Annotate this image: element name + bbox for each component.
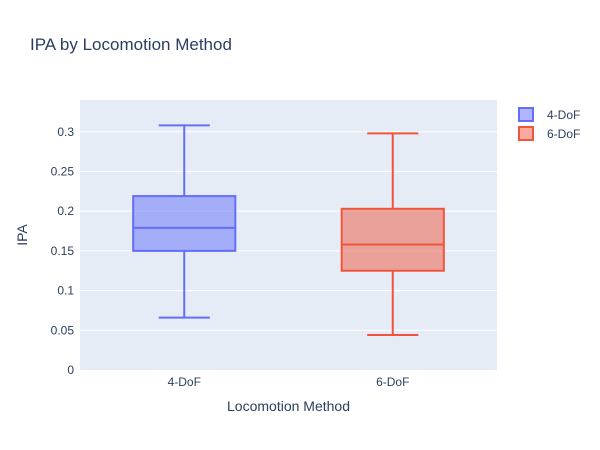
iqr-box[interactable]	[340, 207, 445, 272]
y-tick-label: 0.3	[57, 125, 74, 139]
box-group[interactable]	[132, 124, 237, 319]
y-tick-label: 0	[67, 363, 74, 377]
legend-swatch	[518, 107, 534, 122]
chart-title: IPA by Locomotion Method	[30, 35, 232, 54]
y-tick-label: 0.2	[57, 204, 74, 218]
y-tick-label: 0.1	[57, 284, 74, 298]
legend-item[interactable]: 6-DoF	[518, 126, 580, 141]
x-axis-title: Locomotion Method	[227, 398, 350, 414]
x-tick-label: 4-DoF	[168, 375, 201, 389]
x-axis-ticks: 4-DoF 6-DoF	[168, 375, 410, 389]
legend[interactable]: 4-DoF 6-DoF	[518, 107, 580, 141]
box-group[interactable]	[340, 132, 445, 337]
y-tick-label: 0.15	[51, 244, 75, 258]
legend-item[interactable]: 4-DoF	[518, 107, 580, 122]
legend-label: 4-DoF	[547, 108, 580, 122]
y-axis-title: IPA	[14, 224, 30, 246]
x-tick-label: 6-DoF	[376, 375, 409, 389]
legend-label: 6-DoF	[547, 127, 580, 141]
y-axis-ticks: 0 0.05 0.1 0.15 0.2 0.25 0.3	[51, 125, 75, 377]
legend-swatch	[518, 126, 534, 141]
y-tick-label: 0.25	[51, 164, 75, 178]
box-series	[132, 124, 445, 337]
y-tick-label: 0.05	[51, 323, 75, 337]
iqr-box[interactable]	[132, 195, 237, 252]
